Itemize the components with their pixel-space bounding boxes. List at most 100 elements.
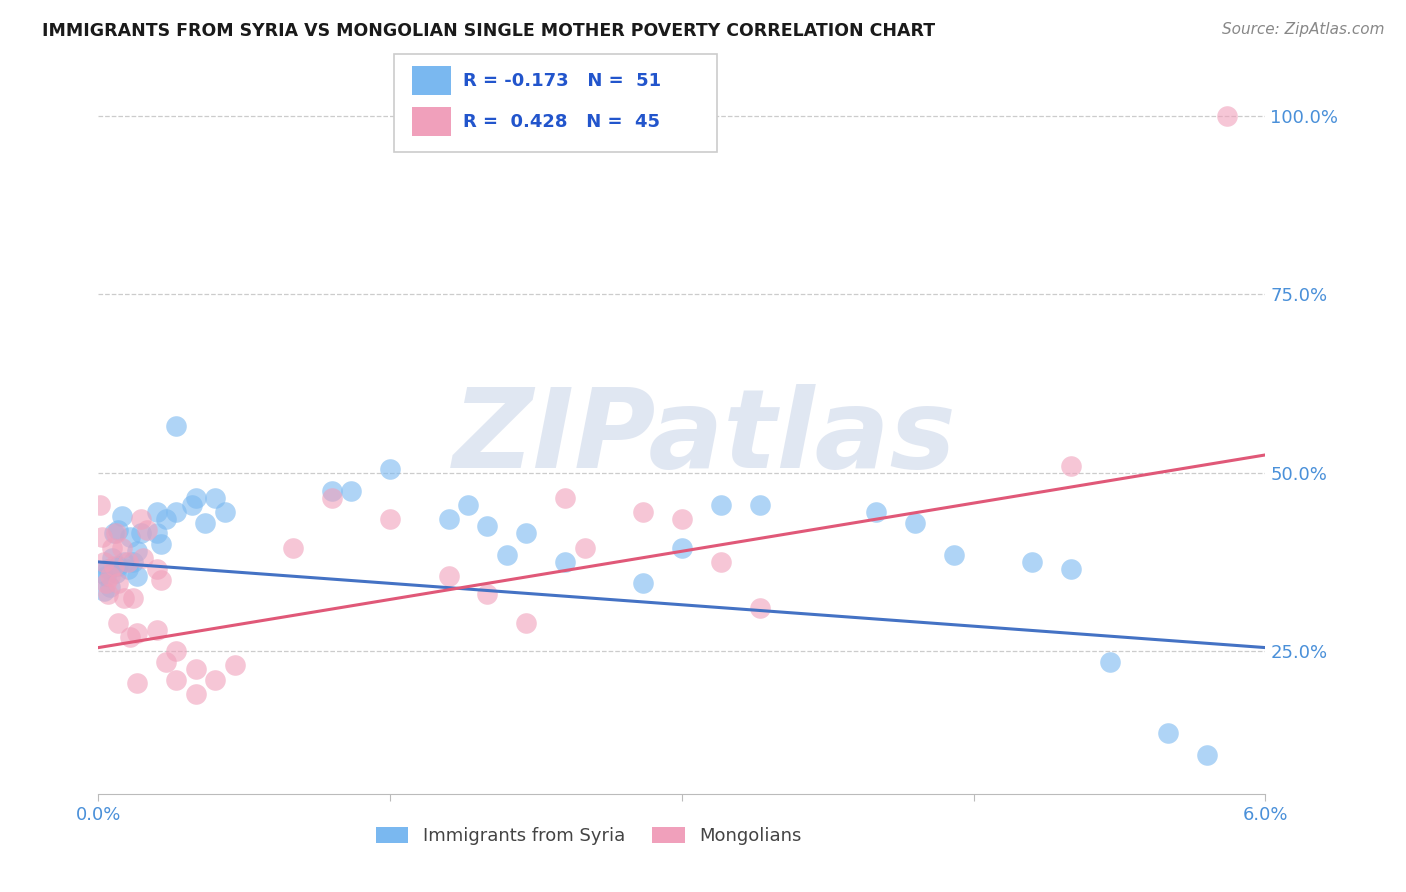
Point <box>321 491 343 505</box>
Point <box>184 687 207 701</box>
Legend: Immigrants from Syria, Mongolians: Immigrants from Syria, Mongolians <box>368 820 808 853</box>
Point <box>127 569 149 583</box>
Point <box>165 673 187 687</box>
Point <box>104 526 127 541</box>
Point <box>554 491 576 505</box>
Point <box>146 562 169 576</box>
Point <box>165 505 187 519</box>
Point <box>1157 726 1180 740</box>
Point <box>91 530 114 544</box>
Point <box>96 569 118 583</box>
Point <box>149 537 172 551</box>
Point <box>457 498 479 512</box>
Point <box>103 558 125 573</box>
Text: Source: ZipAtlas.com: Source: ZipAtlas.com <box>1222 22 1385 37</box>
Point <box>118 630 141 644</box>
Point <box>104 566 127 580</box>
Point <box>112 591 135 605</box>
Point <box>107 576 129 591</box>
Point <box>146 526 169 541</box>
Point <box>184 662 207 676</box>
Point <box>865 505 887 519</box>
Point <box>98 580 121 594</box>
Point <box>165 644 187 658</box>
Text: R = -0.173   N =  51: R = -0.173 N = 51 <box>463 71 661 90</box>
Point <box>146 623 169 637</box>
Point <box>748 601 770 615</box>
Point <box>129 512 152 526</box>
Text: ZIPatlas: ZIPatlas <box>453 384 957 491</box>
Point <box>1021 555 1043 569</box>
Point <box>98 569 121 583</box>
Point <box>321 483 343 498</box>
Point <box>127 676 149 690</box>
Point <box>91 566 114 580</box>
Point <box>194 516 217 530</box>
Point <box>515 615 537 630</box>
Point <box>204 491 226 505</box>
Point <box>554 555 576 569</box>
Text: R =  0.428   N =  45: R = 0.428 N = 45 <box>463 112 659 131</box>
Point <box>118 530 141 544</box>
Point <box>710 555 733 569</box>
Point <box>1197 747 1219 762</box>
Point <box>111 541 134 555</box>
Point <box>671 512 693 526</box>
Point <box>103 526 125 541</box>
Point <box>122 591 145 605</box>
Point <box>129 526 152 541</box>
Point <box>107 615 129 630</box>
Point <box>112 555 135 569</box>
Point <box>904 516 927 530</box>
Point <box>146 505 169 519</box>
Point <box>107 558 129 573</box>
Point <box>117 562 139 576</box>
Point <box>101 541 124 555</box>
Point <box>97 562 120 576</box>
Point <box>180 498 202 512</box>
Point <box>101 551 124 566</box>
Point <box>1060 562 1083 576</box>
Point <box>204 673 226 687</box>
Point <box>111 508 134 523</box>
Point <box>97 587 120 601</box>
Point <box>671 541 693 555</box>
Point <box>437 569 460 583</box>
Point <box>631 505 654 519</box>
Point <box>127 626 149 640</box>
Point <box>1060 458 1083 473</box>
Point <box>477 587 499 601</box>
Point <box>437 512 460 526</box>
Point <box>574 541 596 555</box>
Point <box>943 548 966 562</box>
Point <box>107 523 129 537</box>
Point <box>281 541 304 555</box>
Point <box>496 548 519 562</box>
Point <box>132 551 155 566</box>
Point <box>1215 109 1237 123</box>
Point <box>155 512 177 526</box>
Point <box>127 544 149 558</box>
Point <box>122 555 145 569</box>
Point <box>89 498 111 512</box>
Point <box>340 483 363 498</box>
Point <box>380 512 402 526</box>
Point <box>93 555 115 569</box>
Point <box>96 576 118 591</box>
Point <box>155 655 177 669</box>
Point <box>93 583 115 598</box>
Point <box>184 491 207 505</box>
Point <box>214 505 236 519</box>
Point <box>515 526 537 541</box>
Point <box>136 523 159 537</box>
Point <box>748 498 770 512</box>
Point <box>224 658 246 673</box>
Point <box>117 555 139 569</box>
Text: IMMIGRANTS FROM SYRIA VS MONGOLIAN SINGLE MOTHER POVERTY CORRELATION CHART: IMMIGRANTS FROM SYRIA VS MONGOLIAN SINGL… <box>42 22 935 40</box>
Point <box>710 498 733 512</box>
Point <box>631 576 654 591</box>
Point <box>380 462 402 476</box>
Point <box>1098 655 1121 669</box>
Point <box>165 419 187 434</box>
Point <box>477 519 499 533</box>
